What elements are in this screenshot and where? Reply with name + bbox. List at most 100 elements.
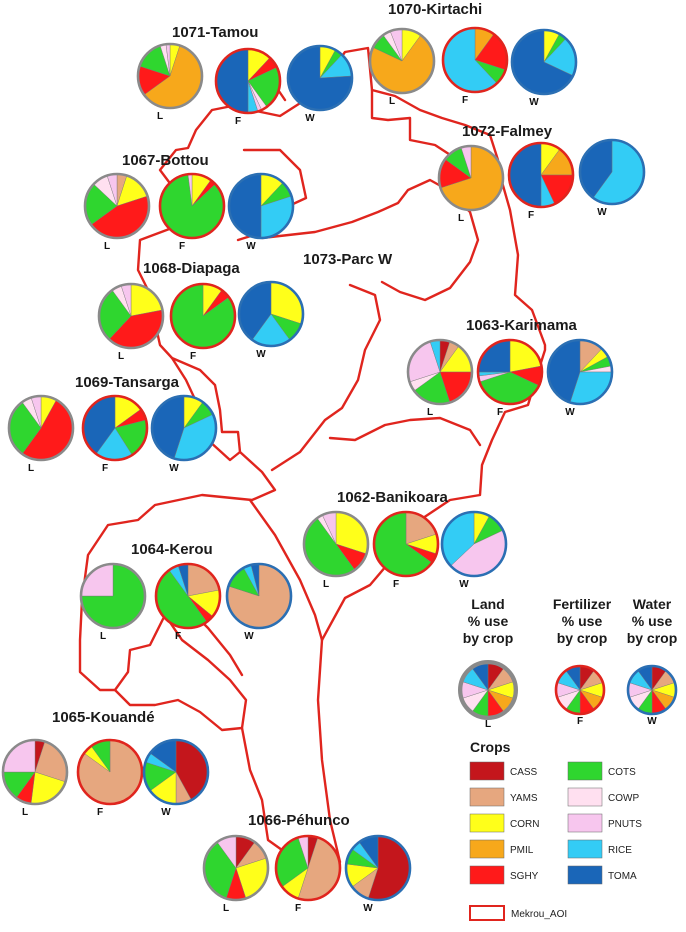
legend-land-header-line1: Land [471, 596, 504, 612]
legend-label-yams: YAMS [510, 793, 538, 804]
pie-1062-f-border [372, 510, 440, 578]
pie-1071-f-slice-toma [215, 48, 249, 114]
legend-label-pmil: PMIL [510, 845, 534, 856]
legend-boundary-swatch [469, 905, 505, 921]
pie-1063-f-letter: F [497, 407, 503, 418]
region-title-1062: 1062-Banikoara [337, 489, 449, 506]
region-titles: 1071-Tamou 1070-Kirtachi 1072-Falmey 106… [52, 1, 578, 829]
pie-1067-f-border [158, 172, 226, 240]
legend-swatch-rice [567, 839, 603, 859]
pie-1062-f [372, 510, 440, 578]
legend-crop-swatches: CASS YAMS CORN PMIL SGHY COTS COWP PNUTS RICE TOM… [469, 761, 642, 885]
pie-1065-w-letter: W [161, 807, 171, 818]
pie-1063-f [476, 338, 544, 406]
legend-swatch-cots [567, 761, 603, 781]
pie-1072-f-letter: F [528, 210, 534, 221]
pie-1066-w-letter: W [363, 903, 373, 914]
pie-1064-f-border [154, 562, 222, 630]
legend-crops-title: Crops [470, 739, 511, 755]
legend-swatch-pnuts [567, 813, 603, 833]
pie-1068-w [237, 280, 305, 348]
pie-1067-w-letter: W [246, 241, 256, 252]
legend-label-cowp: COWP [608, 793, 639, 804]
pie-1069-w-letter: W [169, 463, 179, 474]
pie-1066-l-letter: L [223, 903, 229, 914]
pie-1062-w-border [440, 510, 508, 578]
legend-label-corn: CORN [510, 819, 539, 830]
region-title-1068: 1068-Diapaga [143, 260, 240, 277]
boundary-parc-w [270, 283, 382, 472]
pie-1064-w-letter: W [244, 631, 254, 642]
pie-1072-l [437, 144, 505, 212]
pie-1063-w-letter: W [565, 407, 575, 418]
legend-fertilizer-sample-pie [554, 664, 606, 716]
pie-1068-l-border [97, 282, 165, 350]
legend-fertilizer-sample-pie-border [554, 664, 606, 716]
pie-1072-w-border [578, 138, 646, 206]
pie-1068-f [169, 282, 237, 350]
pie-1071-w-border [286, 44, 354, 112]
legend-land-header-line2: % use [468, 613, 509, 629]
pie-1068-w-border [237, 280, 305, 348]
legend-label-cass: CASS [510, 767, 538, 778]
pie-1068-f-letter: F [190, 351, 196, 362]
pie-1069-w-border [150, 394, 218, 462]
pie-1070-l [368, 27, 436, 95]
pie-1065-w-border [142, 738, 210, 806]
legend-sample-pies [458, 660, 678, 720]
legend-label-toma: TOMA [608, 871, 637, 882]
pie-1068-f-border [169, 282, 237, 350]
pie-1064-l [79, 562, 147, 630]
pie-1071-w [286, 44, 354, 112]
pie-1062-f-letter: F [393, 579, 399, 590]
pie-charts-layer: L F W L F W L F W L F W L F W L F W L F W L F W L F W L F W L F W [1, 26, 646, 914]
pie-1070-f-letter: F [462, 95, 468, 106]
pie-1065-l-letter: L [22, 807, 28, 818]
region-title-1064: 1064-Kerou [131, 541, 213, 558]
pie-1072-w-letter: W [597, 207, 607, 218]
pie-1064-w [225, 562, 293, 630]
pie-1070-f-border [441, 26, 509, 94]
pie-1063-l-letter: L [427, 407, 433, 418]
pie-1066-w-border [344, 834, 412, 902]
legend-swatch-yams [469, 787, 505, 807]
legend-fertilizer-header-line1: Fertilizer [553, 596, 612, 612]
boundary-middle [248, 498, 324, 642]
region-title-1069: 1069-Tansarga [75, 374, 180, 391]
pie-1065-f-letter: F [97, 807, 103, 818]
pie-1062-l-letter: L [323, 579, 329, 590]
legend-pie-letters: L F W [485, 716, 657, 730]
pie-1064-l-letter: L [100, 631, 106, 642]
pie-1072-w [578, 138, 646, 206]
pie-1065-w [142, 738, 210, 806]
legend-label-cots: COTS [608, 767, 636, 778]
pie-1064-l-border [79, 562, 147, 630]
boundary-kirtachi [370, 88, 500, 162]
legend-swatch-toma [567, 865, 603, 885]
pie-1070-w [510, 28, 578, 96]
legend-swatch-corn [469, 813, 505, 833]
legend-land-sample-ring [458, 660, 518, 720]
pie-1067-w [227, 172, 295, 240]
pie-1067-l [83, 172, 151, 240]
legend-water-letter: W [647, 716, 657, 727]
pie-1071-l-letter: L [157, 111, 163, 122]
pie-1071-l [136, 42, 204, 110]
pie-1062-l [302, 510, 370, 578]
pie-1071-f [214, 47, 282, 115]
pie-1070-l-border [368, 27, 436, 95]
pie-1070-l-letter: L [389, 96, 395, 107]
pie-1069-l-letter: L [28, 463, 34, 474]
legend-swatch-pmil [469, 839, 505, 859]
pie-1067-f-letter: F [179, 241, 185, 252]
boundary-kouande [113, 688, 244, 732]
region-title-1071: 1071-Tamou [172, 24, 258, 41]
pie-1071-f-border [214, 47, 282, 115]
pie-1072-l-border [437, 144, 505, 212]
pie-1067-l-letter: L [104, 241, 110, 252]
legend-label-rice: RICE [608, 845, 632, 856]
pie-1068-l-letter: L [118, 351, 124, 362]
pie-1069-f [81, 394, 149, 462]
pie-1069-l [7, 394, 75, 462]
